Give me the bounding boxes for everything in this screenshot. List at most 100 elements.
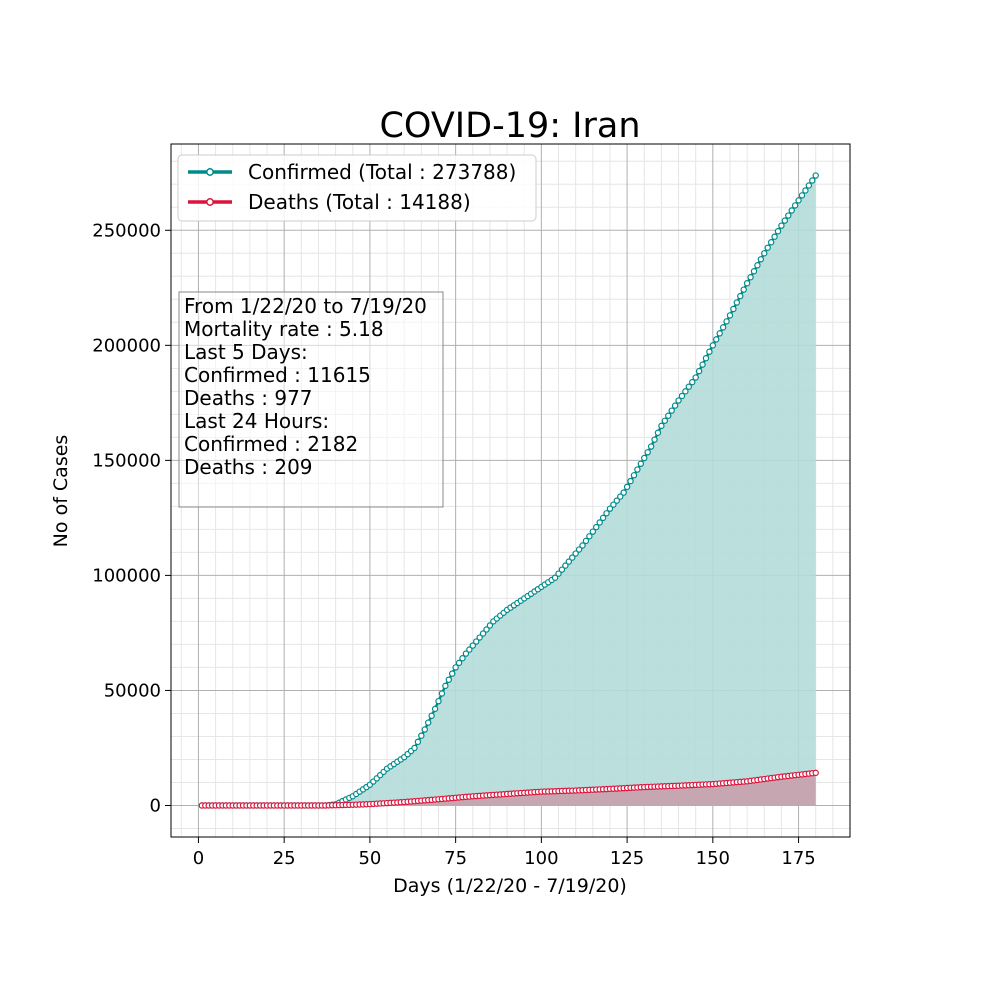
confirmed-point xyxy=(706,348,713,355)
confirmed-point xyxy=(610,501,617,508)
info-box-frame xyxy=(178,291,444,508)
confirmed-point xyxy=(671,402,679,409)
confirmed-point xyxy=(716,330,723,337)
confirmed-point xyxy=(651,436,658,443)
confirmed-point xyxy=(750,268,758,275)
legend-box xyxy=(177,154,537,222)
confirmed-area xyxy=(201,175,816,806)
confirmed-point xyxy=(771,233,778,240)
confirmed-point xyxy=(723,318,730,325)
x-tick-label: 150 xyxy=(696,848,730,869)
confirmed-point xyxy=(795,197,802,204)
confirmed-point xyxy=(555,570,562,577)
confirmed-point xyxy=(606,505,614,512)
confirmed-point xyxy=(596,519,603,526)
confirmed-point xyxy=(692,374,699,381)
confirmed-point xyxy=(668,407,675,414)
confirmed-point xyxy=(774,227,782,235)
x-axis-ticks: 0 25 50 75 100 125 150 175 xyxy=(193,837,816,869)
confirmed-point xyxy=(565,558,573,565)
confirmed-point xyxy=(644,449,651,456)
confirmed-point xyxy=(719,324,727,331)
confirmed-point xyxy=(798,192,806,199)
y-tick-label: 200000 xyxy=(92,335,161,356)
confirmed-point xyxy=(675,397,682,404)
confirmed-point xyxy=(623,483,631,491)
confirmed-point xyxy=(689,378,696,386)
confirmed-point xyxy=(569,554,576,561)
confirmed-point xyxy=(802,187,809,194)
confirmed-point xyxy=(730,305,737,313)
x-tick-label: 125 xyxy=(610,848,644,869)
y-axis-ticks: 0 50000 100000 150000 200000 250000 xyxy=(92,220,171,816)
confirmed-point xyxy=(428,712,435,719)
y-tick-label: 50000 xyxy=(104,680,161,701)
confirmed-point xyxy=(476,634,483,641)
confirmed-point xyxy=(558,566,566,573)
confirmed-point xyxy=(414,738,422,746)
legend-deaths-label: Deaths (Total : 14188) xyxy=(248,190,471,214)
confirmed-point xyxy=(466,646,473,653)
confirmed-point xyxy=(411,744,418,752)
confirmed-point xyxy=(438,690,446,697)
confirmed-point xyxy=(685,383,693,390)
confirmed-point xyxy=(617,493,624,500)
confirmed-point xyxy=(658,422,665,430)
y-tick-label: 150000 xyxy=(92,450,161,471)
legend-confirmed-label: Confirmed (Total : 273788) xyxy=(248,160,516,184)
confirmed-point xyxy=(805,182,813,189)
confirmed-point xyxy=(603,510,610,517)
info-line-last24-confirmed: Confirmed : 2182 xyxy=(184,432,358,456)
confirmed-point xyxy=(743,280,751,287)
confirmed-point xyxy=(702,355,710,362)
confirmed-point xyxy=(469,642,476,649)
confirmed-point xyxy=(442,682,449,690)
confirmed-point xyxy=(431,705,439,713)
chart-title: COVID-19: Iran xyxy=(379,106,640,146)
confirmed-point xyxy=(449,670,456,677)
info-line-last24-deaths: Deaths : 209 xyxy=(184,455,313,479)
confirmed-point xyxy=(665,412,672,419)
confirmed-point xyxy=(747,274,754,281)
confirmed-point xyxy=(586,533,593,540)
x-tick-label: 25 xyxy=(273,848,296,869)
confirmed-point xyxy=(754,262,761,269)
confirmed-point xyxy=(778,222,785,229)
info-line-mortality: Mortality rate : 5.18 xyxy=(184,317,384,341)
confirmed-point xyxy=(627,477,634,485)
confirmed-point xyxy=(562,562,569,569)
confirmed-point xyxy=(459,655,466,662)
confirmed-point xyxy=(634,466,641,473)
confirmed-point xyxy=(579,542,586,549)
confirmed-point xyxy=(641,454,648,462)
y-axis-label: No of Cases xyxy=(50,435,72,548)
series-areas xyxy=(201,175,816,806)
info-line-last5-confirmed: Confirmed : 11615 xyxy=(184,363,371,387)
confirmed-point xyxy=(620,489,627,496)
x-tick-label: 75 xyxy=(444,848,467,869)
x-tick-label: 100 xyxy=(524,848,558,869)
confirmed-point xyxy=(737,292,744,300)
confirmed-point xyxy=(589,528,597,535)
confirmed-point xyxy=(483,626,490,633)
confirmed-point xyxy=(599,514,607,522)
confirmed-point xyxy=(593,523,600,531)
confirmed-point xyxy=(767,239,775,246)
confirmed-point xyxy=(726,312,734,319)
confirmed-point xyxy=(695,367,703,375)
confirmed-point xyxy=(421,726,428,733)
confirmed-point xyxy=(551,574,559,581)
confirmed-point xyxy=(785,212,792,219)
confirmed-point xyxy=(740,286,747,293)
confirmed-point xyxy=(435,697,442,705)
legend-deaths-marker xyxy=(206,198,214,206)
confirmed-point xyxy=(764,244,771,251)
confirmed-point xyxy=(418,732,425,739)
legend: Confirmed (Total : 273788) Deaths (Total… xyxy=(177,154,537,222)
confirmed-point xyxy=(425,719,432,726)
confirmed-point xyxy=(699,361,706,368)
confirmed-point xyxy=(637,460,645,468)
confirmed-point xyxy=(812,172,819,179)
x-tick-label: 175 xyxy=(781,848,815,869)
